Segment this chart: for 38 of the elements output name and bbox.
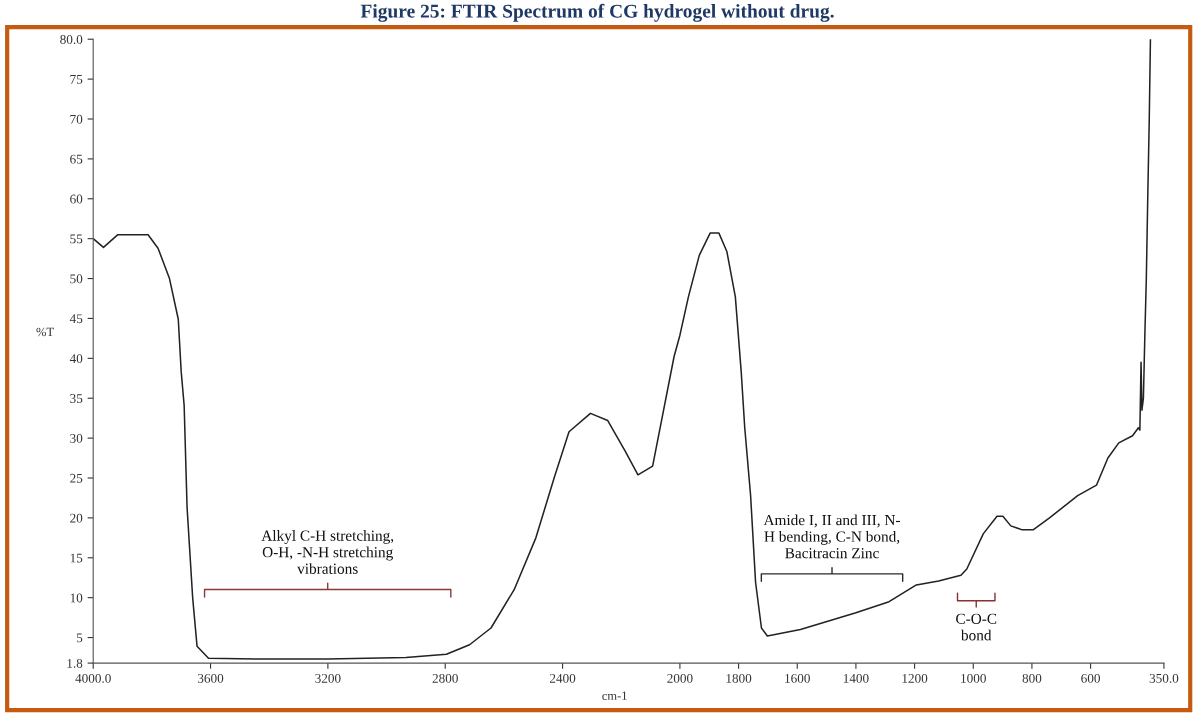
y-tick-label: 30 bbox=[70, 433, 83, 443]
annotation: Amide I, II and III, N- H bending, C-N bond, Bacitracin Zinc bbox=[763, 514, 900, 559]
x-tick-label: 1200 bbox=[902, 673, 928, 683]
y-tick-label: 10 bbox=[70, 593, 83, 603]
y-tick-label: 20 bbox=[70, 513, 83, 523]
x-axis-title: cm-1 bbox=[602, 691, 627, 700]
y-tick-label: 65 bbox=[70, 154, 83, 164]
annotation: C-O-C bond bbox=[956, 613, 997, 641]
y-tick-label: 25 bbox=[70, 473, 83, 483]
y-tick-label: 35 bbox=[70, 394, 83, 403]
x-tick-label: 1800 bbox=[726, 673, 752, 683]
chart-title: Figure 25: FTIR Spectrum of CG hydrogel without drug. bbox=[360, 3, 834, 22]
y-tick-label: 1.8 bbox=[67, 658, 83, 668]
x-tick-label: 2800 bbox=[432, 673, 458, 683]
x-tick-label: 1400 bbox=[843, 673, 869, 683]
x-tick-label: 1600 bbox=[785, 673, 810, 683]
x-tick-label: 2400 bbox=[549, 673, 576, 683]
x-tick-label: 600 bbox=[1081, 673, 1100, 683]
y-tick-label: 55 bbox=[70, 234, 83, 244]
x-tick-label: 3200 bbox=[315, 673, 341, 683]
x-tick-label: 4000.0 bbox=[75, 673, 111, 683]
y-tick-label: 40 bbox=[69, 354, 83, 364]
y-tick-label: 80.0 bbox=[60, 35, 83, 44]
annotation: Alkyl C-H stretching, O-H, -N-H stretching vibrations bbox=[261, 530, 394, 574]
y-tick-label: 5 bbox=[76, 633, 83, 643]
line-series bbox=[93, 39, 1152, 660]
x-tick-label: 2000 bbox=[667, 673, 693, 683]
x-tick-label: 350.0 bbox=[1149, 673, 1179, 683]
y-tick-label: 60 bbox=[70, 194, 83, 204]
x-tick-label: 3600 bbox=[197, 673, 224, 683]
y-tick-label: 15 bbox=[70, 553, 83, 563]
x-tick-label: 800 bbox=[1022, 673, 1042, 683]
y-tick-label: 75 bbox=[70, 75, 83, 84]
y-tick-label: 50 bbox=[70, 274, 83, 284]
y-tick-label: 70 bbox=[70, 114, 83, 124]
y-axis-title: %T bbox=[36, 327, 54, 337]
y-tick-label: 45 bbox=[69, 314, 83, 324]
x-tick-label: 1000 bbox=[961, 673, 986, 683]
